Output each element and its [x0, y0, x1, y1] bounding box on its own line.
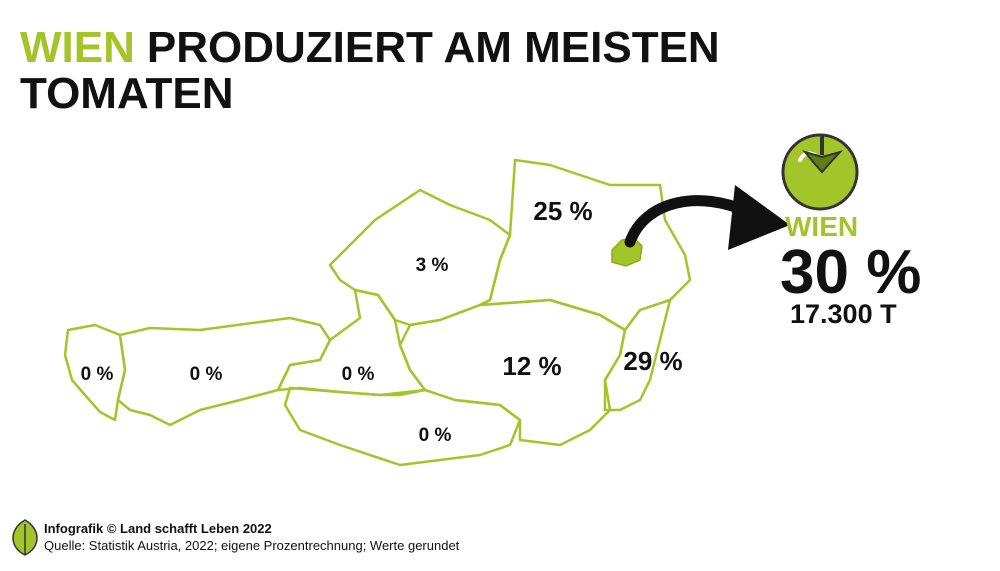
arrow-head — [728, 185, 790, 250]
label-burgenland: 29 % — [623, 346, 682, 376]
title: WIEN PRODUZIERT AM MEISTEN — [20, 23, 720, 72]
footer-source: Quelle: Statistik Austria, 2022; eigene … — [44, 538, 460, 553]
title-line2: TOMATEN — [20, 69, 233, 118]
label-salzburg: 0 % — [342, 364, 375, 385]
region-burgenland — [603, 298, 672, 412]
region-tirol — [116, 316, 332, 427]
region-vorarlberg — [63, 323, 127, 422]
logo — [12, 519, 38, 556]
arrow — [624, 195, 754, 248]
label-vorarlberg: 0 % — [81, 364, 114, 385]
callout-share: 30 % — [780, 238, 921, 307]
tomato-icon — [781, 133, 859, 211]
region-kaernten — [283, 386, 522, 467]
label-tirol: 0 % — [190, 364, 223, 385]
label-kaernten: 0 % — [419, 425, 452, 446]
label-niederoesterreich: 25 % — [533, 196, 592, 226]
label-oberoesterreich: 3 % — [416, 255, 449, 276]
map — [63, 158, 692, 467]
label-steiermark: 12 % — [502, 351, 561, 381]
callout-amount: 17.300 T — [790, 299, 897, 329]
title-line1: PRODUZIERT AM MEISTEN — [147, 23, 720, 72]
callout-name: WIEN — [785, 211, 858, 242]
footer-credit: Infografik © Land schafft Leben 2022 — [44, 521, 272, 536]
title-highlight: WIEN — [20, 23, 135, 72]
